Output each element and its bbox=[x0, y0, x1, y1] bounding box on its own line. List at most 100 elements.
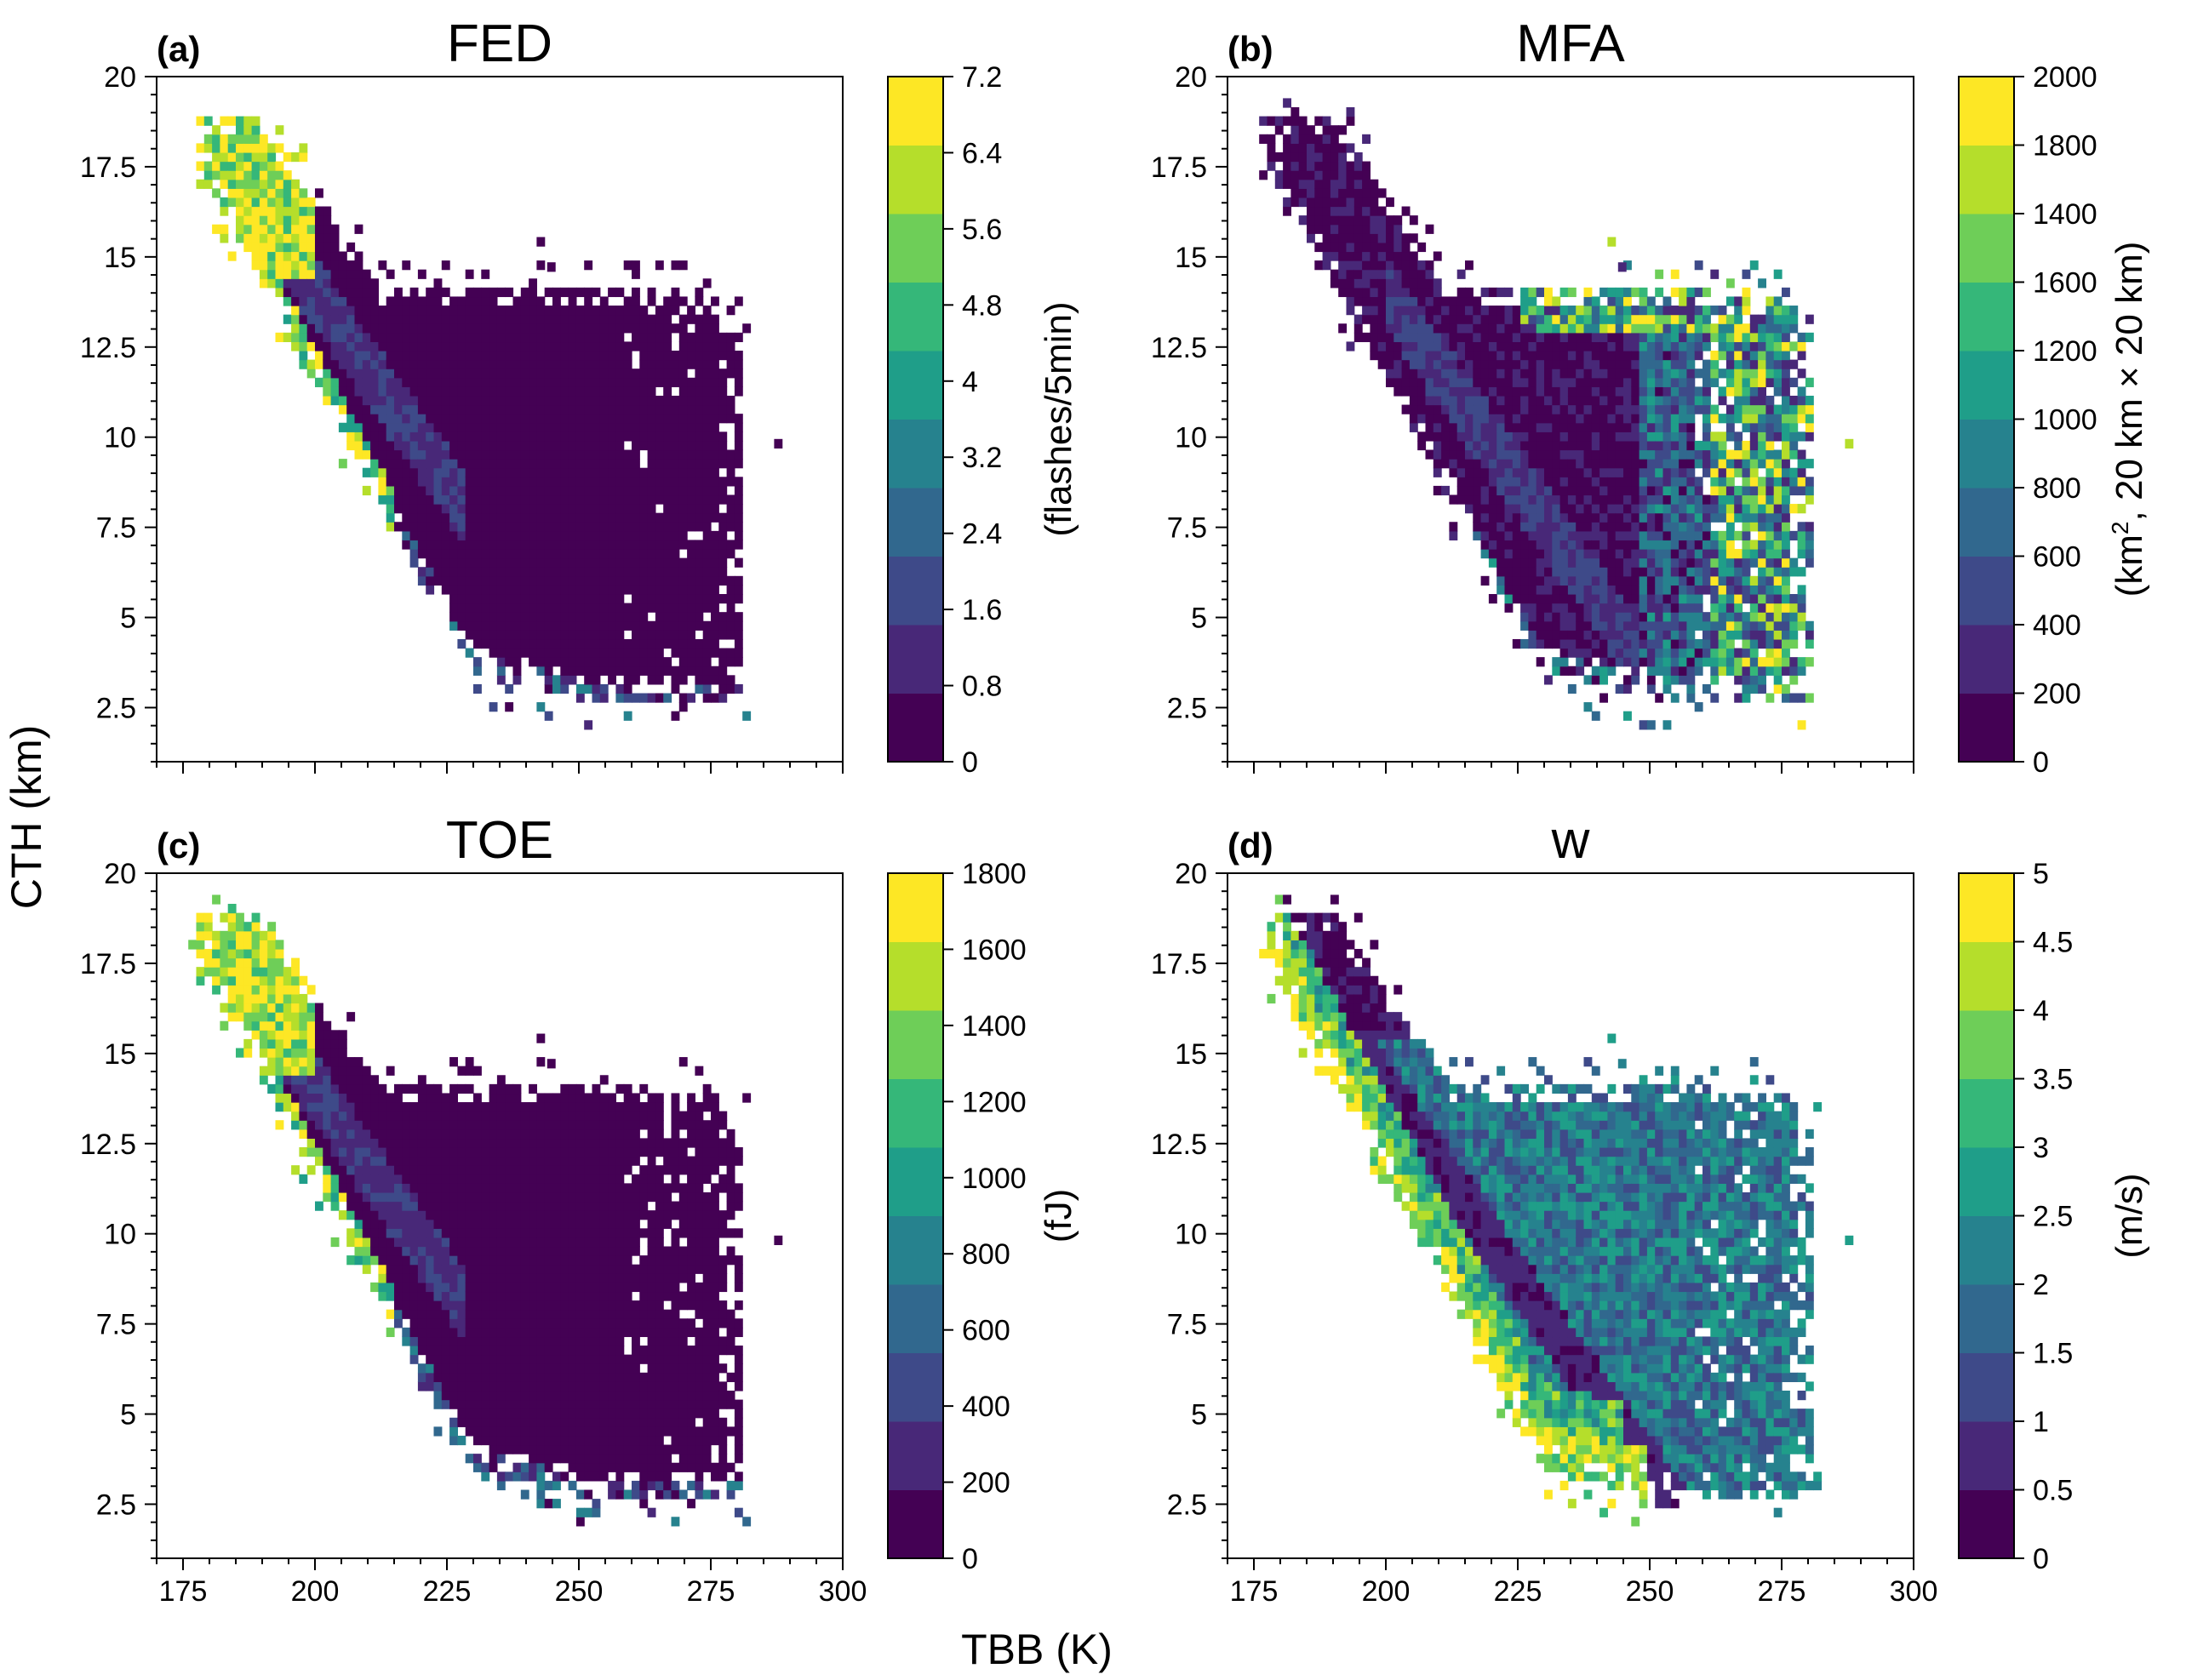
heatmap-cell bbox=[473, 341, 482, 351]
heatmap-cell bbox=[1686, 494, 1696, 505]
heatmap-cell bbox=[1655, 449, 1664, 460]
heatmap-cell bbox=[575, 648, 585, 658]
heatmap-cell bbox=[1639, 630, 1648, 640]
heatmap-cell bbox=[1520, 494, 1529, 505]
heatmap-cell bbox=[299, 197, 308, 208]
heatmap-cell bbox=[220, 930, 229, 940]
heatmap-cell bbox=[481, 575, 490, 586]
heatmap-cell bbox=[1725, 567, 1735, 577]
heatmap-cell bbox=[632, 620, 640, 631]
heatmap-cell bbox=[251, 215, 260, 226]
heatmap-cell bbox=[615, 431, 625, 442]
heatmap-cell bbox=[695, 557, 704, 568]
heatmap-cell bbox=[718, 593, 728, 604]
heatmap-cell bbox=[1307, 215, 1315, 226]
heatmap-cell bbox=[1298, 151, 1308, 163]
heatmap-cell bbox=[1338, 206, 1348, 216]
heatmap-cell bbox=[496, 467, 506, 477]
heatmap-cell bbox=[623, 603, 632, 613]
heatmap-cell bbox=[560, 603, 569, 613]
heatmap-cell bbox=[1805, 459, 1814, 469]
heatmap-cell bbox=[615, 377, 625, 387]
heatmap-cell bbox=[568, 287, 577, 298]
heatmap-cell bbox=[362, 1120, 371, 1130]
heatmap-cell bbox=[1662, 630, 1672, 640]
heatmap-cell bbox=[1765, 459, 1775, 469]
heatmap-cell bbox=[1583, 675, 1593, 685]
heatmap-cell bbox=[1544, 440, 1553, 451]
heatmap-cell bbox=[1449, 306, 1458, 316]
heatmap-cell bbox=[1449, 440, 1458, 451]
heatmap-cell bbox=[1465, 414, 1474, 424]
heatmap-cell bbox=[1725, 431, 1735, 442]
heatmap-cell bbox=[449, 332, 458, 343]
heatmap-cell bbox=[243, 224, 253, 234]
heatmap-cell bbox=[1386, 351, 1394, 361]
heatmap-cell bbox=[1758, 414, 1766, 424]
heatmap-cell bbox=[1789, 675, 1799, 685]
heatmap-cell bbox=[306, 323, 316, 334]
heatmap-cell bbox=[433, 422, 443, 432]
heatmap-cell bbox=[449, 449, 458, 460]
heatmap-cell bbox=[409, 414, 419, 424]
heatmap-cell bbox=[433, 485, 443, 496]
heatmap-cell bbox=[1591, 395, 1600, 406]
heatmap-cell bbox=[1749, 414, 1759, 424]
heatmap-cell bbox=[457, 522, 466, 532]
heatmap-cell bbox=[1655, 422, 1664, 432]
heatmap-cell bbox=[702, 459, 712, 469]
heatmap-cell bbox=[330, 369, 340, 379]
heatmap-cell bbox=[1544, 630, 1553, 640]
heatmap-cell bbox=[1536, 549, 1545, 559]
heatmap-cell bbox=[1631, 522, 1640, 532]
heatmap-cell bbox=[362, 1111, 371, 1121]
heatmap-cell bbox=[520, 540, 529, 550]
heatmap-cell bbox=[291, 296, 300, 306]
heatmap-cell bbox=[1449, 467, 1458, 477]
heatmap-cell bbox=[1679, 530, 1687, 541]
heatmap-cell bbox=[236, 1048, 244, 1058]
heatmap-cell bbox=[1520, 306, 1529, 316]
heatmap-cell bbox=[236, 215, 244, 226]
heatmap-cell bbox=[536, 612, 546, 622]
heatmap-cell bbox=[267, 188, 277, 198]
heatmap-cell bbox=[330, 296, 340, 306]
heatmap-cell bbox=[599, 440, 609, 451]
heatmap-cell bbox=[599, 603, 609, 613]
heatmap-cell bbox=[1725, 575, 1735, 586]
heatmap-cell bbox=[520, 306, 529, 316]
heatmap-cell bbox=[370, 1138, 379, 1148]
heatmap-cell bbox=[220, 967, 229, 977]
heatmap-cell bbox=[489, 449, 498, 460]
heatmap-cell bbox=[1473, 351, 1482, 361]
heatmap-cell bbox=[655, 377, 664, 387]
heatmap-cell bbox=[370, 1075, 379, 1085]
heatmap-cell bbox=[473, 638, 482, 649]
heatmap-cell bbox=[560, 431, 569, 442]
heatmap-cell bbox=[575, 522, 585, 532]
heatmap-cell bbox=[520, 422, 529, 432]
heatmap-cell bbox=[1567, 467, 1577, 477]
heatmap-cell bbox=[267, 967, 277, 977]
heatmap-cell bbox=[1362, 134, 1371, 144]
heatmap-cell bbox=[655, 593, 664, 604]
heatmap-cell bbox=[608, 332, 616, 343]
heatmap-cell bbox=[1710, 494, 1720, 505]
heatmap-cell bbox=[1797, 567, 1806, 577]
heatmap-cell bbox=[1559, 485, 1569, 496]
heatmap-cell bbox=[362, 1083, 371, 1094]
heatmap-cell bbox=[370, 377, 379, 387]
heatmap-cell bbox=[1797, 449, 1806, 460]
heatmap-cell bbox=[599, 395, 609, 406]
heatmap-cell bbox=[632, 567, 640, 577]
heatmap-cell bbox=[370, 440, 379, 451]
heatmap-cell bbox=[711, 459, 719, 469]
heatmap-cell bbox=[251, 188, 260, 198]
heatmap-cell bbox=[1670, 422, 1680, 432]
heatmap-cell bbox=[1480, 549, 1490, 559]
heatmap-cell bbox=[695, 351, 704, 361]
heatmap-cell bbox=[632, 666, 640, 676]
heatmap-cell bbox=[1742, 522, 1751, 532]
heatmap-cell bbox=[655, 359, 664, 369]
heatmap-cell bbox=[259, 251, 268, 261]
